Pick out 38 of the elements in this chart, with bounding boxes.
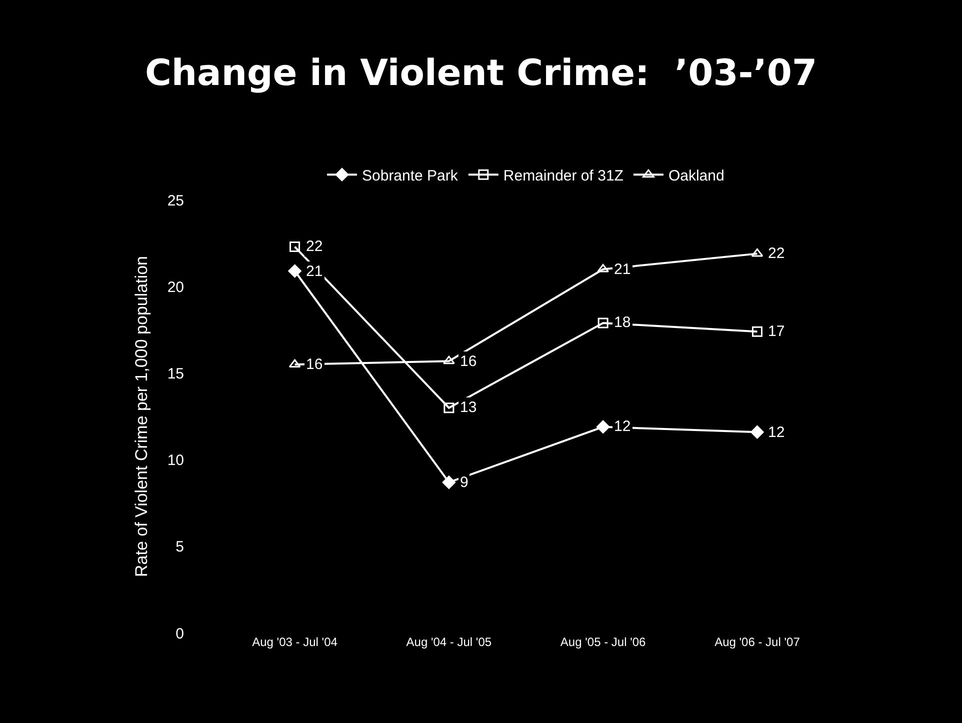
y-tick-label: 15 [167, 365, 184, 382]
point [598, 318, 608, 328]
x-tick-label: Aug '05 - Jul '06 [560, 635, 646, 649]
x-tick-label: Aug '04 - Jul '05 [406, 635, 492, 649]
data-label: 22 [768, 245, 785, 262]
point [444, 402, 454, 414]
y-tick-label: 25 [167, 192, 184, 210]
data-label: 13 [460, 399, 477, 416]
point [750, 425, 764, 439]
y-tick-label: 5 [176, 538, 184, 556]
data-label: 9 [460, 474, 468, 491]
x-tick-label: Aug '03 - Jul '04 [252, 635, 338, 649]
data-label: 22 [306, 238, 323, 255]
data-label: 12 [768, 424, 785, 441]
legend-label: Sobrante Park [362, 167, 458, 184]
y-tick-label: 10 [167, 452, 184, 470]
data-label: 16 [460, 353, 477, 370]
point [442, 476, 456, 489]
legend-label: Remainder of 31Z [503, 167, 624, 184]
point [288, 264, 302, 278]
legend-label: Oakland [668, 167, 724, 184]
y-axis-title: Rate of Violent Crime per 1,000 population [132, 256, 151, 577]
point [288, 359, 301, 368]
data-label: 12 [614, 418, 631, 435]
point [751, 248, 764, 257]
data-label: 16 [306, 356, 323, 373]
data-label: 18 [614, 314, 631, 331]
chart-title: Change in Violent Crime: ’03-’07 [144, 52, 818, 94]
point [290, 242, 300, 252]
x-tick-label: Aug '06 - Jul '07 [714, 635, 800, 649]
y-tick-label: 20 [167, 278, 184, 296]
point [442, 356, 455, 364]
point [596, 420, 610, 434]
data-label: 21 [306, 263, 323, 280]
point [752, 326, 762, 337]
y-tick-label: 0 [176, 625, 184, 642]
data-label: 17 [768, 323, 785, 340]
data-label: 21 [614, 261, 631, 278]
